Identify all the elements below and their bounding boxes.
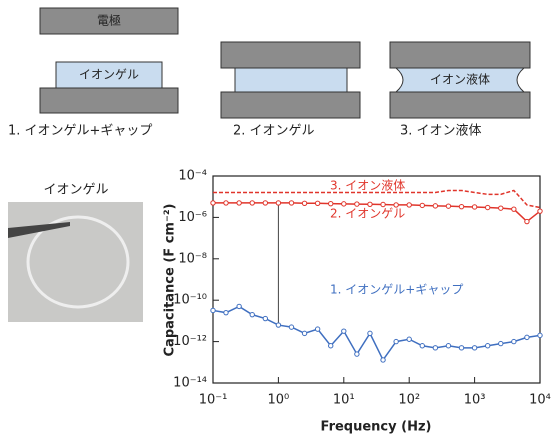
- electrode: [390, 42, 530, 68]
- y-tick-label: 10⁻¹⁴: [173, 376, 207, 391]
- point: [446, 204, 450, 208]
- point: [485, 344, 489, 348]
- point: [211, 201, 215, 205]
- point: [420, 344, 424, 348]
- electrode: [40, 88, 178, 113]
- y-tick-label: 10⁻¹⁰: [173, 293, 207, 308]
- point: [459, 346, 463, 350]
- point: [237, 201, 241, 205]
- point: [329, 344, 333, 348]
- point: [368, 331, 372, 335]
- point: [224, 310, 228, 314]
- series-label: 2. イオンゲル: [330, 207, 405, 221]
- point: [250, 201, 254, 205]
- point: [538, 333, 542, 337]
- point: [420, 203, 424, 207]
- point: [263, 316, 267, 320]
- x-tick-label: 10¹: [333, 393, 355, 408]
- point: [525, 335, 529, 339]
- point: [433, 204, 437, 208]
- point: [499, 341, 503, 345]
- caption: 2. イオンゲル: [233, 124, 315, 139]
- caption: 3. イオン液体: [400, 124, 482, 139]
- point: [472, 205, 476, 209]
- point: [407, 203, 411, 207]
- point: [538, 209, 542, 213]
- point: [250, 312, 254, 316]
- x-tick-label: 10³: [464, 393, 486, 408]
- chart: Frequency (Hz) Capacitance (F cm⁻²) 10⁻¹…: [163, 169, 551, 435]
- point: [276, 323, 280, 327]
- point: [263, 201, 267, 205]
- y-tick-label: 10⁻¹²: [173, 334, 207, 349]
- point: [342, 329, 346, 333]
- gel: [235, 68, 347, 92]
- point: [276, 201, 280, 205]
- point: [499, 206, 503, 210]
- liquid-label: イオン液体: [430, 72, 490, 87]
- point: [381, 358, 385, 362]
- point: [211, 308, 215, 312]
- point: [315, 201, 319, 205]
- electrode-label: 電極: [97, 13, 121, 28]
- point: [485, 205, 489, 209]
- point: [289, 201, 293, 205]
- figure: 電極 イオンゲル 1. イオンゲル+ギャップ 2. イオンゲル イオン液体 3.…: [0, 0, 553, 437]
- series-line: [213, 306, 540, 360]
- point: [525, 219, 529, 223]
- point: [315, 327, 319, 331]
- point: [512, 207, 516, 211]
- photo-label: イオンゲル: [43, 183, 108, 198]
- point: [472, 346, 476, 350]
- series-label: 3. イオン液体: [330, 178, 405, 193]
- y-tick-label: 10⁻⁶: [178, 210, 207, 225]
- x-tick-label: 10²: [398, 393, 420, 408]
- point: [289, 325, 293, 329]
- electrode: [221, 42, 360, 68]
- x-axis-title: Frequency (Hz): [321, 420, 432, 435]
- point: [446, 344, 450, 348]
- point: [355, 352, 359, 356]
- point: [459, 204, 463, 208]
- caption: 1. イオンゲル+ギャップ: [8, 124, 152, 139]
- x-tick-label: 10⁴: [529, 393, 551, 408]
- y-tick-label: 10⁻⁴: [178, 169, 207, 184]
- point: [329, 201, 333, 205]
- point: [237, 304, 241, 308]
- electrode: [221, 92, 360, 118]
- point: [512, 339, 516, 343]
- series-label: 1. イオンゲル+ギャップ: [330, 283, 463, 297]
- gel-label: イオンゲル: [79, 68, 139, 82]
- electrode: [390, 92, 530, 118]
- point: [433, 346, 437, 350]
- y-tick-label: 10⁻⁸: [178, 251, 207, 266]
- point: [224, 201, 228, 205]
- x-tick-label: 10⁻¹: [199, 393, 228, 408]
- point: [394, 339, 398, 343]
- x-tick-label: 10⁰: [268, 393, 290, 408]
- point: [302, 331, 306, 335]
- point: [302, 201, 306, 205]
- point: [342, 202, 346, 206]
- point: [407, 337, 411, 341]
